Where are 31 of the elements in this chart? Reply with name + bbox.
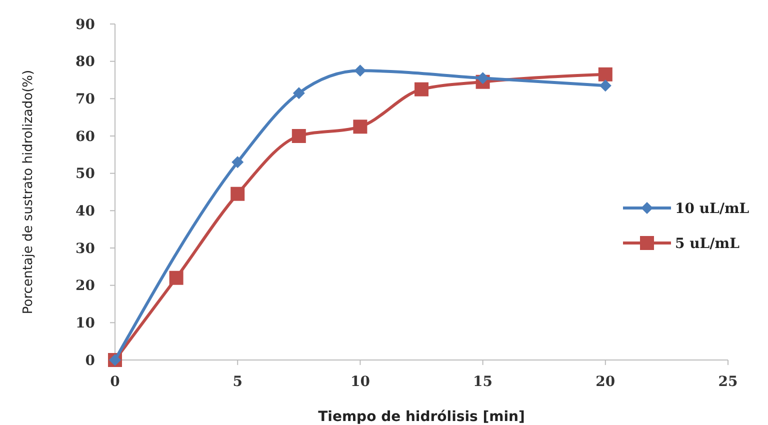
point xyxy=(230,186,245,201)
x-tick-label: 10 xyxy=(350,374,370,390)
y-tick-label: 0 xyxy=(85,352,96,369)
legend-label: 5 uL/mL xyxy=(675,236,740,252)
legend-label: 10 uL/mL xyxy=(675,200,750,217)
point xyxy=(476,72,489,84)
point xyxy=(414,82,428,96)
y-tick-label: 60 xyxy=(76,128,96,145)
y-tick-label: 90 xyxy=(76,16,96,33)
y-tick-label: 30 xyxy=(76,240,96,257)
x-tick-label: 25 xyxy=(718,374,738,390)
point xyxy=(354,64,366,77)
y-tick-label: 50 xyxy=(76,166,96,182)
x-tick-label: 5 xyxy=(232,374,242,390)
point xyxy=(232,156,244,168)
x-tick-label: 0 xyxy=(110,374,120,390)
point xyxy=(169,270,184,285)
point xyxy=(598,67,612,82)
y-axis-title: Porcentaje de sustrato hidrolizado(%) xyxy=(21,70,36,314)
point xyxy=(292,87,305,100)
y-tick-label: 20 xyxy=(76,278,96,294)
y-tick-label: 70 xyxy=(76,92,96,108)
y-tick-label: 10 xyxy=(76,316,96,332)
y-tick-label: 80 xyxy=(76,54,96,70)
x-tick-label: 15 xyxy=(473,374,493,390)
x-axis-title: Tiempo de hidrólisis [min] xyxy=(318,409,525,425)
x-tick-label: 20 xyxy=(596,374,616,390)
y-tick-label: 40 xyxy=(76,204,96,220)
point xyxy=(599,80,612,92)
point xyxy=(353,120,368,134)
point xyxy=(292,129,306,143)
